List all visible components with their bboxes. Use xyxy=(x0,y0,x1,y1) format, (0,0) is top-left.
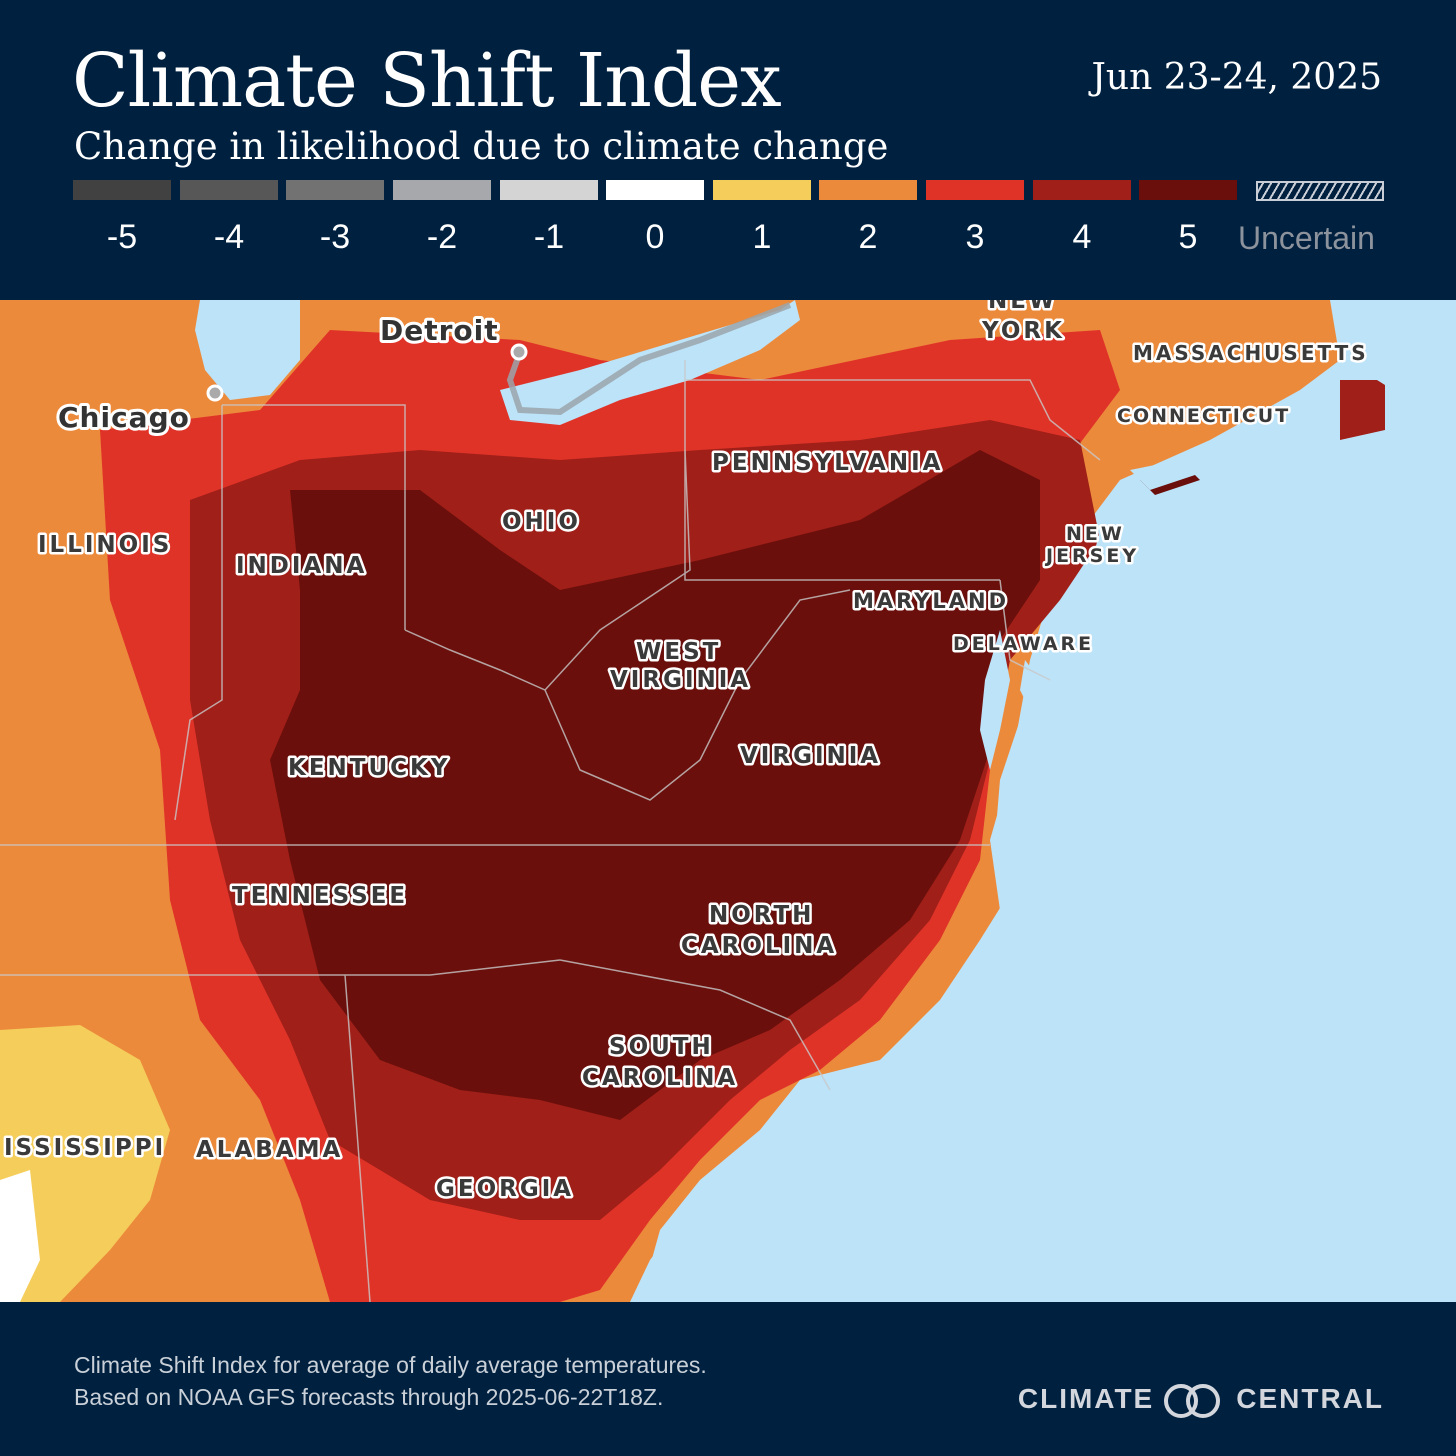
state-label-connecticut: CONNECTICUT xyxy=(1117,405,1290,427)
legend-label-2: 2 xyxy=(858,218,878,256)
legend-swatch-uncertain xyxy=(1256,181,1384,201)
state-label-new-york-1: NEW xyxy=(988,300,1057,314)
footnote-line-1: Climate Shift Index for average of daily… xyxy=(74,1352,707,1378)
state-label-maryland: MARYLAND xyxy=(853,589,1009,613)
state-label-new-jersey-2: JERSEY xyxy=(1044,545,1139,567)
state-label-north-carolina-2: CAROLINA xyxy=(681,933,837,959)
chesapeake-bay xyxy=(980,630,1010,770)
state-label-west-virginia-2: VIRGINIA xyxy=(610,667,751,693)
region-level-5 xyxy=(270,450,1040,1120)
chicago-marker xyxy=(206,384,224,402)
state-label-tennessee: TENNESSEE xyxy=(232,883,408,909)
legend-swatch-minus-3 xyxy=(286,180,384,200)
city-label-chicago: Chicago xyxy=(58,401,190,434)
state-label-kentucky: KENTUCKY xyxy=(288,755,451,781)
state-label-west-virginia-1: WEST xyxy=(636,639,721,665)
legend-swatch-0 xyxy=(606,180,704,200)
state-label-illinois: ILLINOIS xyxy=(38,532,172,558)
legend-swatch-5 xyxy=(1139,180,1237,200)
state-label-mississippi: ISSISSIPPI xyxy=(4,1135,166,1161)
footer: Climate Shift Index for average of daily… xyxy=(0,1302,1456,1456)
state-label-massachusetts: MASSACHUSETTS xyxy=(1133,341,1369,365)
legend-label-0: 0 xyxy=(645,218,665,256)
legend-label-minus-3: -3 xyxy=(319,218,351,256)
region-level-0 xyxy=(0,1170,40,1302)
page-subtitle: Change in likelihood due to climate chan… xyxy=(74,125,889,168)
legend-label-minus-4: -4 xyxy=(213,218,245,256)
climate-central-icon xyxy=(1164,1382,1226,1418)
brand-text-right: CENTRAL xyxy=(1236,1383,1384,1414)
legend-label-minus-1: -1 xyxy=(533,218,565,256)
csi-map[interactable]: Detroit Chicago NEW YORK MASSACHUSETTS C… xyxy=(0,300,1456,1302)
long-island-sound xyxy=(1130,450,1240,490)
state-label-georgia: GEORGIA xyxy=(436,1176,574,1202)
legend-label-5: 5 xyxy=(1178,218,1198,256)
header: Climate Shift Index Change in likelihood… xyxy=(0,0,1456,300)
legend-swatch-minus-1 xyxy=(500,180,598,200)
state-label-north-carolina-1: NORTH xyxy=(709,902,814,928)
legend-label-minus-5: -5 xyxy=(106,218,138,256)
brand-logo: CLIMATE CENTRAL xyxy=(1017,1382,1384,1418)
delaware-bay xyxy=(1020,660,1040,710)
date-range: Jun 23-24, 2025 xyxy=(1091,57,1382,98)
brand-text-left: CLIMATE xyxy=(1017,1383,1155,1414)
region-level-4-ma xyxy=(1340,380,1385,440)
legend-swatch-4 xyxy=(1033,180,1131,200)
legend-swatch-minus-5 xyxy=(73,180,171,200)
legend-swatch-2 xyxy=(819,180,917,200)
lake-michigan xyxy=(195,300,300,400)
legend-swatch-minus-2 xyxy=(393,180,491,200)
state-label-virginia: VIRGINIA xyxy=(740,743,881,769)
legend-label-1: 1 xyxy=(752,218,772,256)
water-bodies xyxy=(195,300,1456,1302)
state-label-ohio: OHIO xyxy=(502,509,581,535)
legend-label-4: 4 xyxy=(1072,218,1092,256)
legend-swatch-minus-4 xyxy=(180,180,278,200)
state-label-indiana: INDIANA xyxy=(236,553,367,579)
city-label-detroit: Detroit xyxy=(380,314,499,347)
detroit-marker xyxy=(510,343,528,361)
state-borders xyxy=(0,360,1101,1302)
state-label-alabama: ALABAMA xyxy=(196,1137,343,1163)
csi-field xyxy=(0,300,1385,1302)
color-legend: -5 -4 -3 -2 -1 0 1 2 3 4 5 Uncertain xyxy=(0,180,1456,270)
state-label-new-jersey-1: NEW xyxy=(1066,523,1125,545)
state-label-new-york-2: YORK xyxy=(981,318,1065,344)
map-svg: Detroit Chicago NEW YORK MASSACHUSETTS C… xyxy=(0,300,1456,1302)
region-level-1 xyxy=(0,1025,170,1302)
legend-swatch-1 xyxy=(713,180,811,200)
legend-label-3: 3 xyxy=(965,218,985,256)
page-title: Climate Shift Index xyxy=(72,38,782,124)
legend-label-minus-2: -2 xyxy=(426,218,458,256)
legend-swatch-3 xyxy=(926,180,1024,200)
highway xyxy=(506,302,792,416)
state-label-delaware: DELAWARE xyxy=(953,633,1094,655)
state-label-south-carolina-2: CAROLINA xyxy=(582,1065,738,1091)
atlantic-ocean xyxy=(630,300,1456,1302)
state-label-south-carolina-1: SOUTH xyxy=(609,1034,714,1060)
footnote-line-2: Based on NOAA GFS forecasts through 2025… xyxy=(74,1384,664,1410)
legend-label-uncertain: Uncertain xyxy=(1238,220,1375,256)
state-label-pennsylvania: PENNSYLVANIA xyxy=(712,450,943,476)
